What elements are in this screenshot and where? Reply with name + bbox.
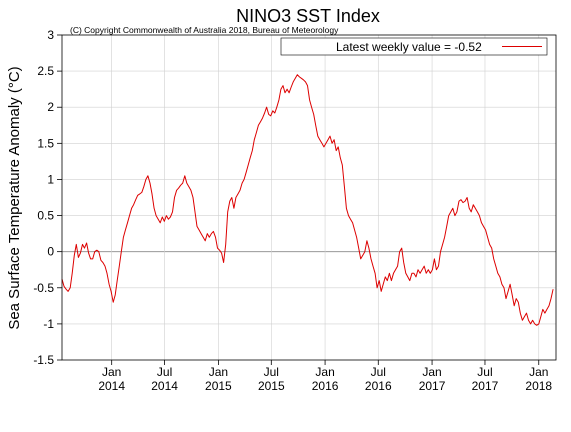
x-tick-label-year: 2016 (365, 379, 392, 393)
x-tick-label-year: 2017 (472, 379, 499, 393)
plot-frame (61, 34, 557, 361)
axes: -1.5-1-0.500.511.522.53Jan2014Jul2014Jan… (33, 28, 557, 393)
x-tick-label-month: Jan (529, 365, 548, 379)
chart-title: NINO3 SST Index (236, 6, 380, 26)
x-tick-label-year: 2017 (419, 379, 446, 393)
y-tick-label: 0.5 (37, 209, 54, 223)
x-tick-label-month: Jul (264, 365, 279, 379)
y-tick-label: 2.5 (37, 64, 54, 78)
y-tick-label: 1 (47, 172, 54, 186)
x-tick-label-month: Jul (157, 365, 172, 379)
x-tick-label-year: 2015 (205, 379, 232, 393)
grid (62, 35, 556, 360)
x-tick-label-year: 2014 (98, 379, 125, 393)
y-tick-label: 3 (47, 28, 54, 42)
copyright-notice: (C) Copyright Commonwealth of Australia … (70, 25, 339, 35)
sst-anomaly-line (61, 74, 554, 326)
x-tick-label-month: Jan (102, 365, 121, 379)
legend-box (280, 37, 548, 56)
x-tick-label-year: 2015 (258, 379, 285, 393)
y-tick-label: 2 (47, 100, 54, 114)
x-tick-label-month: Jan (315, 365, 334, 379)
legend: Latest weekly value = -0.52 (280, 37, 548, 56)
y-tick-label: 0 (47, 245, 54, 259)
x-tick-label-year: 2016 (312, 379, 339, 393)
x-tick-label-year: 2018 (525, 379, 552, 393)
y-axis-label: Sea Surface Temperature Anomaly (°C) (6, 66, 23, 329)
y-tick-label: 1.5 (37, 136, 54, 150)
series-layer (61, 74, 554, 326)
y-tick-label: -0.5 (33, 281, 54, 295)
legend-label: Latest weekly value = -0.52 (336, 40, 482, 54)
x-tick-label-month: Jul (477, 365, 492, 379)
y-tick-label: -1 (43, 317, 54, 331)
y-tick-label: -1.5 (33, 353, 54, 367)
x-tick-label-month: Jan (209, 365, 228, 379)
x-tick-label-month: Jul (371, 365, 386, 379)
x-tick-label-year: 2014 (151, 379, 178, 393)
x-tick-label-month: Jan (422, 365, 441, 379)
